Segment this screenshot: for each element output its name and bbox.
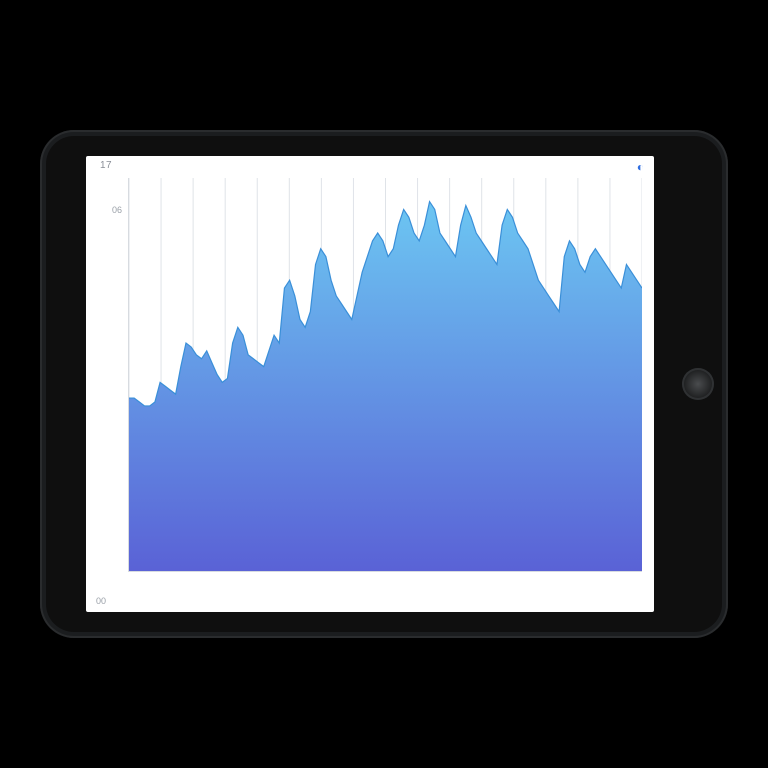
tablet-screen: 17 ◐ 06 00 — [86, 156, 654, 612]
header-left-label: 17 — [100, 160, 112, 171]
tablet-frame: 17 ◐ 06 00 — [40, 130, 728, 638]
refresh-icon[interactable]: ◐ — [637, 160, 644, 174]
y-axis: 06 — [86, 178, 128, 572]
home-button[interactable] — [682, 368, 714, 400]
chart-header: 17 ◐ — [86, 156, 654, 180]
stage: 17 ◐ 06 00 — [0, 0, 768, 768]
chart-plot — [128, 178, 642, 572]
area-fill — [129, 202, 642, 571]
y-tick-label: 06 — [86, 205, 122, 215]
x-axis — [128, 576, 642, 596]
area-chart-svg — [129, 178, 642, 571]
footer-left-label: 00 — [96, 596, 106, 606]
